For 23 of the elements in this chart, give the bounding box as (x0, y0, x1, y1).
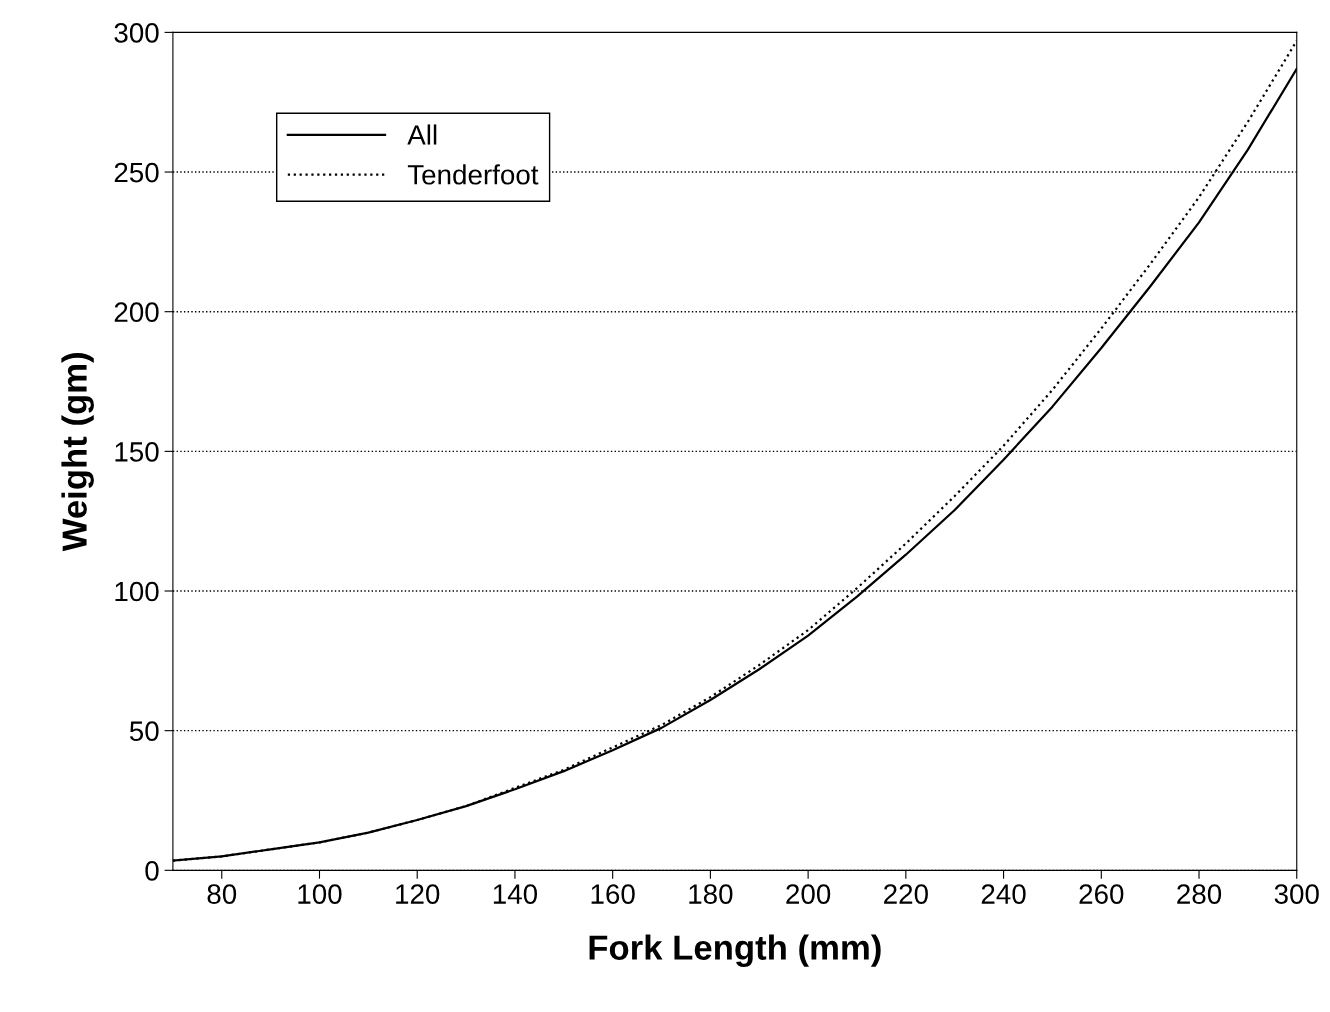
x-tick-label: 240 (981, 884, 1026, 904)
y-tick-label: 100 (115, 581, 159, 602)
x-tick-label: 260 (1079, 884, 1124, 904)
x-tick-label: 140 (493, 884, 538, 904)
y-tick-label: 250 (114, 162, 159, 183)
x-tick-label: 80 (207, 884, 237, 904)
x-tick-label: 120 (396, 884, 440, 904)
x-tick-label: 160 (591, 884, 635, 904)
legend-label: All (407, 124, 437, 145)
x-tick-label: 100 (298, 884, 342, 904)
y-axis-title: Weight (gm) (61, 353, 94, 552)
y-tick-label: 0 (145, 860, 159, 881)
x-tick-label: 300 (1274, 884, 1319, 904)
x-tick-label: 180 (689, 884, 733, 904)
y-tick-label: 150 (115, 442, 159, 462)
x-tick-label: 220 (884, 884, 928, 904)
x-tick-label: 200 (786, 884, 831, 904)
legend-label: Tenderfoot (407, 164, 539, 185)
x-tick-label: 280 (1177, 884, 1222, 904)
x-axis-title: Fork Length (mm) (589, 934, 881, 967)
y-tick-label: 200 (114, 302, 159, 323)
y-tick-label: 300 (114, 23, 159, 43)
y-tick-label: 50 (129, 721, 159, 741)
